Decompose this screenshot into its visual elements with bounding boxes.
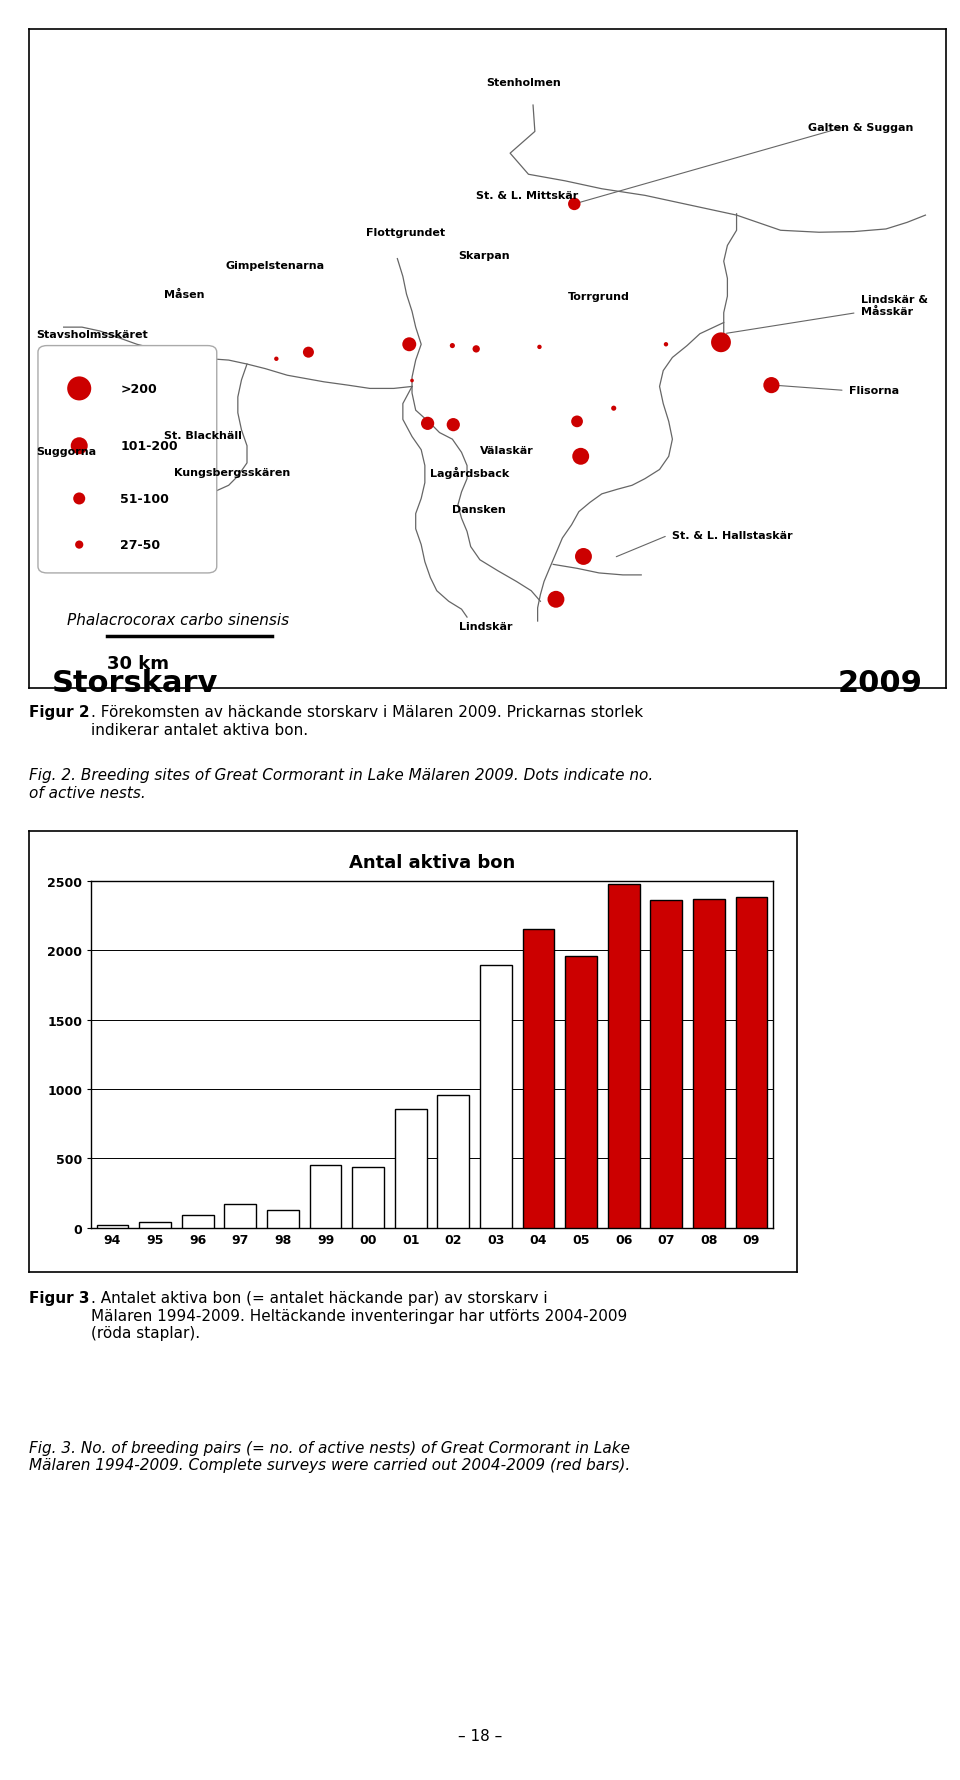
Title: Antal aktiva bon: Antal aktiva bon <box>348 853 516 870</box>
Text: 51-100: 51-100 <box>121 493 169 506</box>
Point <box>445 411 461 440</box>
Point <box>420 409 435 438</box>
Text: Lindskär &
Måsskär: Lindskär & Måsskär <box>861 295 928 317</box>
Bar <box>97 1225 129 1228</box>
Text: . Antalet aktiva bon (= antalet häckande par) av storskarv i
Mälaren 1994-2009. : . Antalet aktiva bon (= antalet häckande… <box>91 1290 628 1340</box>
Point <box>548 586 564 614</box>
Bar <box>181 1216 214 1228</box>
Text: Storskarv: Storskarv <box>52 669 218 698</box>
Point <box>72 160 87 189</box>
Text: Skarpan: Skarpan <box>458 251 510 260</box>
Bar <box>352 1168 384 1228</box>
Text: Torrgrund: Torrgrund <box>568 292 630 303</box>
Text: Gimpelstenarna: Gimpelstenarna <box>226 262 325 271</box>
Text: Fig. 2. Breeding sites of Great Cormorant in Lake Mälaren 2009. Dots indicate no: Fig. 2. Breeding sites of Great Cormoran… <box>29 767 653 801</box>
Point <box>532 333 547 361</box>
Point <box>269 345 284 374</box>
Text: Måsen: Måsen <box>164 290 205 301</box>
Point <box>444 333 460 361</box>
Point <box>117 345 132 374</box>
Text: Flisorna: Flisorna <box>850 386 900 397</box>
Text: >200: >200 <box>121 383 157 395</box>
Bar <box>139 1221 171 1228</box>
Point <box>659 331 674 360</box>
Text: St. & L. Mittskär: St. & L. Mittskär <box>476 190 579 201</box>
Text: Fig. 3. No. of breeding pairs (= no. of active nests) of Great Cormorant in Lake: Fig. 3. No. of breeding pairs (= no. of … <box>29 1440 630 1472</box>
Text: Suggorna: Suggorna <box>36 447 96 457</box>
Bar <box>565 956 597 1228</box>
Text: Lindskär: Lindskär <box>459 621 512 632</box>
Point <box>566 190 582 219</box>
Text: 30 km: 30 km <box>107 655 169 673</box>
Bar <box>522 929 555 1228</box>
Point <box>72 315 87 344</box>
Bar <box>735 897 767 1228</box>
Point <box>468 335 484 363</box>
Text: Galten & Suggan: Galten & Suggan <box>808 123 914 134</box>
Text: Dansken: Dansken <box>452 506 506 514</box>
Bar <box>309 1166 342 1228</box>
Text: 101-200: 101-200 <box>121 440 179 452</box>
Bar <box>395 1109 426 1228</box>
Point <box>401 331 417 360</box>
Point <box>569 408 585 436</box>
Point <box>184 358 200 386</box>
Bar <box>267 1210 299 1228</box>
Text: St. Blackhäll: St. Blackhäll <box>164 431 242 440</box>
Point <box>72 206 87 235</box>
Point <box>300 338 316 367</box>
Text: – 18 –: – 18 – <box>458 1728 502 1743</box>
Bar <box>650 901 683 1228</box>
Text: Stenholmen: Stenholmen <box>487 78 562 87</box>
Point <box>764 372 780 400</box>
Point <box>573 443 588 472</box>
Text: 2009: 2009 <box>838 669 923 698</box>
Bar <box>225 1203 256 1228</box>
Text: 27-50: 27-50 <box>121 539 160 552</box>
FancyBboxPatch shape <box>38 347 217 573</box>
Point <box>404 367 420 395</box>
Text: . Förekomsten av häckande storskarv i Mälaren 2009. Prickarnas storlek
indikerar: . Förekomsten av häckande storskarv i Mä… <box>91 705 643 737</box>
Point <box>576 543 591 571</box>
Text: Flottgrundet: Flottgrundet <box>366 228 445 239</box>
Text: Figur 2: Figur 2 <box>29 705 89 721</box>
Text: Kungsbergsskären: Kungsbergsskären <box>174 468 290 477</box>
Text: Stavsholmsskäret: Stavsholmsskäret <box>36 329 148 340</box>
Point <box>72 258 87 287</box>
Bar <box>693 899 725 1228</box>
Text: St. & L. Hallstaskär: St. & L. Hallstaskär <box>672 530 793 541</box>
Bar <box>480 967 512 1228</box>
Bar <box>608 885 639 1228</box>
Point <box>713 329 729 358</box>
Text: Figur 3: Figur 3 <box>29 1290 89 1305</box>
Bar <box>438 1095 469 1228</box>
Text: Välaskär: Välaskär <box>480 445 534 456</box>
Point <box>606 395 621 424</box>
Text: Phalacrocorax carbo sinensis: Phalacrocorax carbo sinensis <box>67 612 289 628</box>
Text: Lagårdsback: Lagårdsback <box>430 466 510 479</box>
